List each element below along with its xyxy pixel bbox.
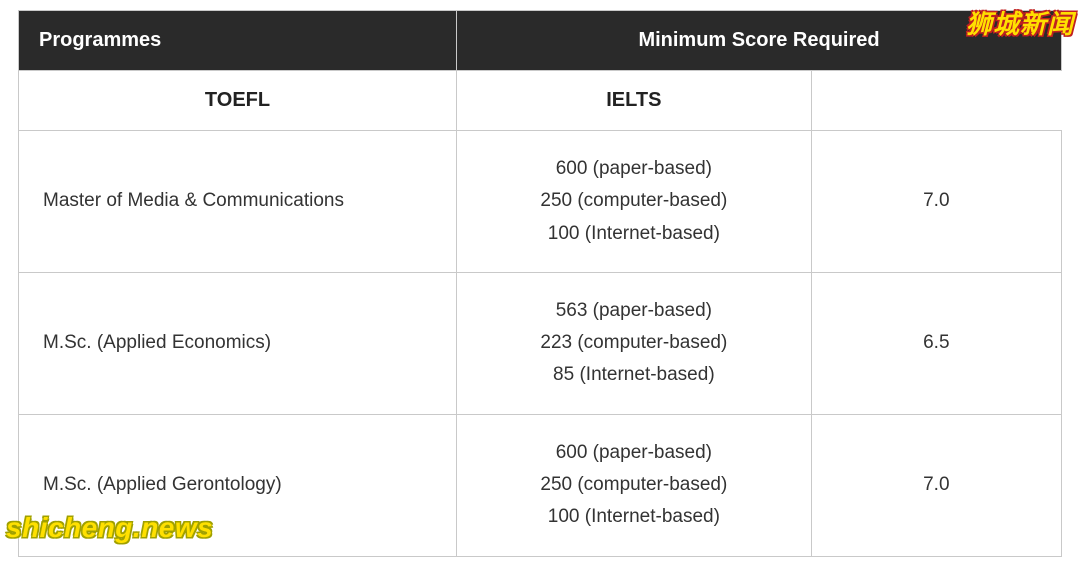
toefl-line: 85 (Internet-based) bbox=[481, 359, 787, 391]
toefl-line: 600 (paper-based) bbox=[481, 153, 787, 185]
toefl-line: 250 (computer-based) bbox=[481, 185, 787, 217]
programme-cell: Master of Media & Communications bbox=[19, 131, 457, 273]
toefl-line: 223 (computer-based) bbox=[481, 327, 787, 359]
ielts-cell: 6.5 bbox=[811, 272, 1061, 414]
toefl-line: 600 (paper-based) bbox=[481, 437, 787, 469]
col-toefl: TOEFL bbox=[19, 71, 457, 131]
toefl-cell: 600 (paper-based) 250 (computer-based) 1… bbox=[457, 131, 812, 273]
header-row-1: Programmes Minimum Score Required bbox=[19, 11, 1062, 71]
toefl-cell: 563 (paper-based) 223 (computer-based) 8… bbox=[457, 272, 812, 414]
col-ielts: IELTS bbox=[457, 71, 812, 131]
toefl-line: 563 (paper-based) bbox=[481, 295, 787, 327]
score-table-container: Programmes Minimum Score Required TOEFL … bbox=[0, 0, 1080, 567]
header-row-2: TOEFL IELTS bbox=[19, 71, 1062, 131]
watermark-bottom: shicheng.news bbox=[6, 512, 213, 544]
watermark-top: 狮城新闻 bbox=[966, 4, 1074, 41]
programme-cell: M.Sc. (Applied Economics) bbox=[19, 272, 457, 414]
toefl-line: 100 (Internet-based) bbox=[481, 501, 787, 533]
toefl-line: 250 (computer-based) bbox=[481, 469, 787, 501]
score-table: Programmes Minimum Score Required TOEFL … bbox=[18, 10, 1062, 557]
ielts-cell: 7.0 bbox=[811, 414, 1061, 556]
col-programmes: Programmes bbox=[19, 11, 457, 71]
table-row: M.Sc. (Applied Economics) 563 (paper-bas… bbox=[19, 272, 1062, 414]
toefl-cell: 600 (paper-based) 250 (computer-based) 1… bbox=[457, 414, 812, 556]
table-row: Master of Media & Communications 600 (pa… bbox=[19, 131, 1062, 273]
ielts-cell: 7.0 bbox=[811, 131, 1061, 273]
toefl-line: 100 (Internet-based) bbox=[481, 218, 787, 250]
